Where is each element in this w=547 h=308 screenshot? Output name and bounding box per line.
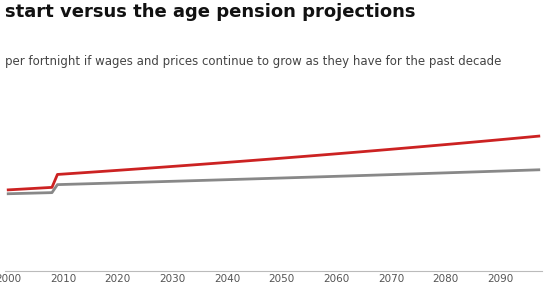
Text: start versus the age pension projections: start versus the age pension projections	[5, 3, 416, 21]
Text: per fortnight if wages and prices continue to grow as they have for the past dec: per fortnight if wages and prices contin…	[5, 55, 502, 68]
